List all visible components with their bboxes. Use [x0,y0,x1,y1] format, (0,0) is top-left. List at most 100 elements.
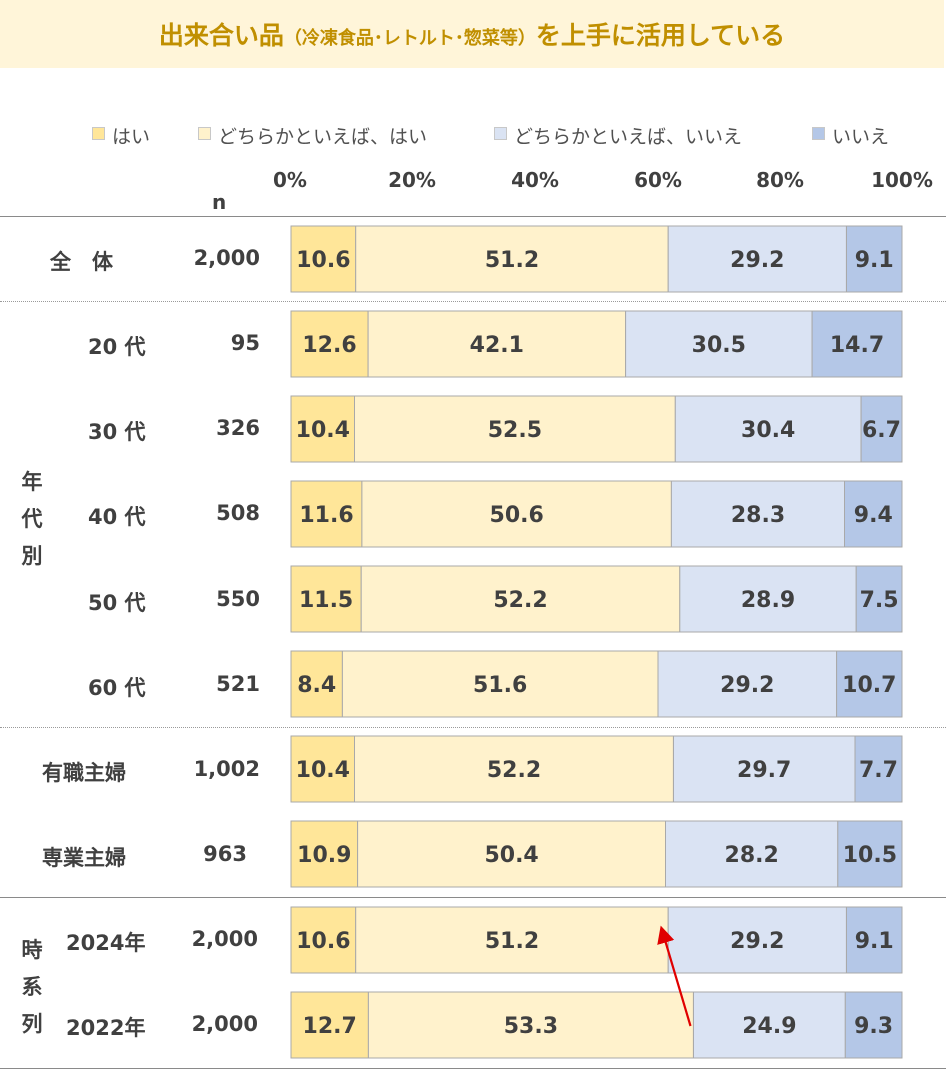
bar-segment [290,820,359,888]
bar-segment [860,395,903,463]
bar-segment [290,991,369,1059]
x-tick-label: 80% [756,168,804,192]
bar-segment [290,310,369,378]
bar-data-label: 10.4 [296,418,350,443]
legend-swatch-somewhat-no [494,127,507,140]
bar-data-label: 9.1 [855,929,894,954]
bar-segment [836,650,903,718]
bar-segment [290,735,355,803]
bar-segment [341,650,659,718]
bar-segment [670,480,846,548]
row-n-value: 1,002 [193,757,260,781]
bar-segment [625,310,813,378]
separator-line [0,897,946,898]
bar-data-label: 11.5 [299,588,353,613]
bar-data-label: 24.9 [742,1014,796,1039]
bar-segment [355,225,669,293]
group-label-age: 年代別 [21,470,43,568]
bar-data-label: 29.7 [737,758,791,783]
row-label-60s: 60 代 [88,676,146,700]
bar-data-label: 10.7 [842,673,896,698]
bar-segment [290,480,363,548]
bar-segment [854,735,903,803]
row-n-value: 508 [216,501,260,525]
x-tick-label: 100% [871,168,933,192]
bar-segment [665,820,839,888]
x-tick-label: 40% [511,168,559,192]
bar-segment [667,225,847,293]
bar-data-label: 28.3 [731,503,785,528]
bar-data-label: 8.4 [297,673,336,698]
bar-data-label: 11.6 [299,503,353,528]
x-tick-label: 0% [273,168,307,192]
legend-swatch-no [812,127,825,140]
row-n-value: 95 [230,331,260,355]
bar-segment [290,906,357,974]
bar-data-label: 10.6 [296,248,350,273]
bar-data-label: 29.2 [730,248,784,273]
bar-segment [290,225,357,293]
bar-data-label: 28.9 [741,588,795,613]
bar-data-label: 50.6 [490,503,544,528]
change-arrow [657,925,692,1027]
bar-data-label: 52.5 [488,418,542,443]
group-label-timeline: 時系列 [21,938,43,1036]
bar-data-label: 7.7 [859,758,898,783]
bar-data-label: 10.5 [843,843,897,868]
bar-data-label: 51.2 [485,929,539,954]
bar-data-label: 53.3 [504,1014,558,1039]
bar-segment [367,310,627,378]
row-label-30s: 30 代 [88,420,146,444]
bar-segment [846,906,903,974]
bar-data-label: 30.4 [741,418,795,443]
bar-segment [361,480,672,548]
bar-data-label: 52.2 [493,588,547,613]
bar-data-label: 9.1 [855,248,894,273]
bar-data-label: 30.5 [692,333,746,358]
bar-data-label: 14.7 [830,333,884,358]
row-label-40s: 40 代 [88,505,146,529]
bar-data-label: 12.7 [303,1014,357,1039]
legend-swatch-somewhat-yes [198,127,211,140]
bar-data-label: 9.4 [854,503,893,528]
title-banner: 出来合い品（冷凍食品･レトルト･惣菜等）を上手に活用している [0,0,944,68]
bar-segment [355,906,669,974]
bar-segment [667,906,847,974]
row-label-fulltime-housewife: 専業主婦 [42,846,126,870]
row-n-value: 521 [216,672,260,696]
row-n-value: 963 [203,842,247,866]
legend-swatch-yes [92,127,105,140]
row-n-value: 2,000 [193,246,260,270]
bar-data-label: 10.6 [296,929,350,954]
bar-segment [367,991,694,1059]
x-tick-label: 20% [388,168,436,192]
bar-data-label: 29.2 [730,929,784,954]
separator-line [0,301,946,302]
row-label-50s: 50 代 [88,591,146,615]
bar-segment [855,565,903,633]
bar-segment [846,225,903,293]
bar-data-label: 50.4 [484,843,538,868]
bar-data-label: 29.2 [720,673,774,698]
row-n-value: 2,000 [191,1012,258,1036]
bar-data-label: 9.3 [854,1014,893,1039]
bar-data-label: 10.4 [296,758,350,783]
bar-data-label: 10.9 [297,843,351,868]
row-n-value: 2,000 [191,927,258,951]
row-n-value: 326 [216,416,260,440]
row-label-total: 全 体 [50,250,113,274]
bar-segment [837,820,903,888]
bar-data-label: 6.7 [862,418,901,443]
bar-segment [290,565,362,633]
bar-segment [673,735,856,803]
bar-segment [674,395,862,463]
row-label-2024: 2024年 [66,931,146,955]
bar-segment [354,735,674,803]
bar-data-label: 28.2 [725,843,779,868]
bar-data-label: 7.5 [860,588,899,613]
separator-line [0,1068,946,1069]
bar-segment [844,991,903,1059]
row-label-working-housewife: 有職主婦 [42,761,126,785]
n-column-header: n [212,190,227,214]
